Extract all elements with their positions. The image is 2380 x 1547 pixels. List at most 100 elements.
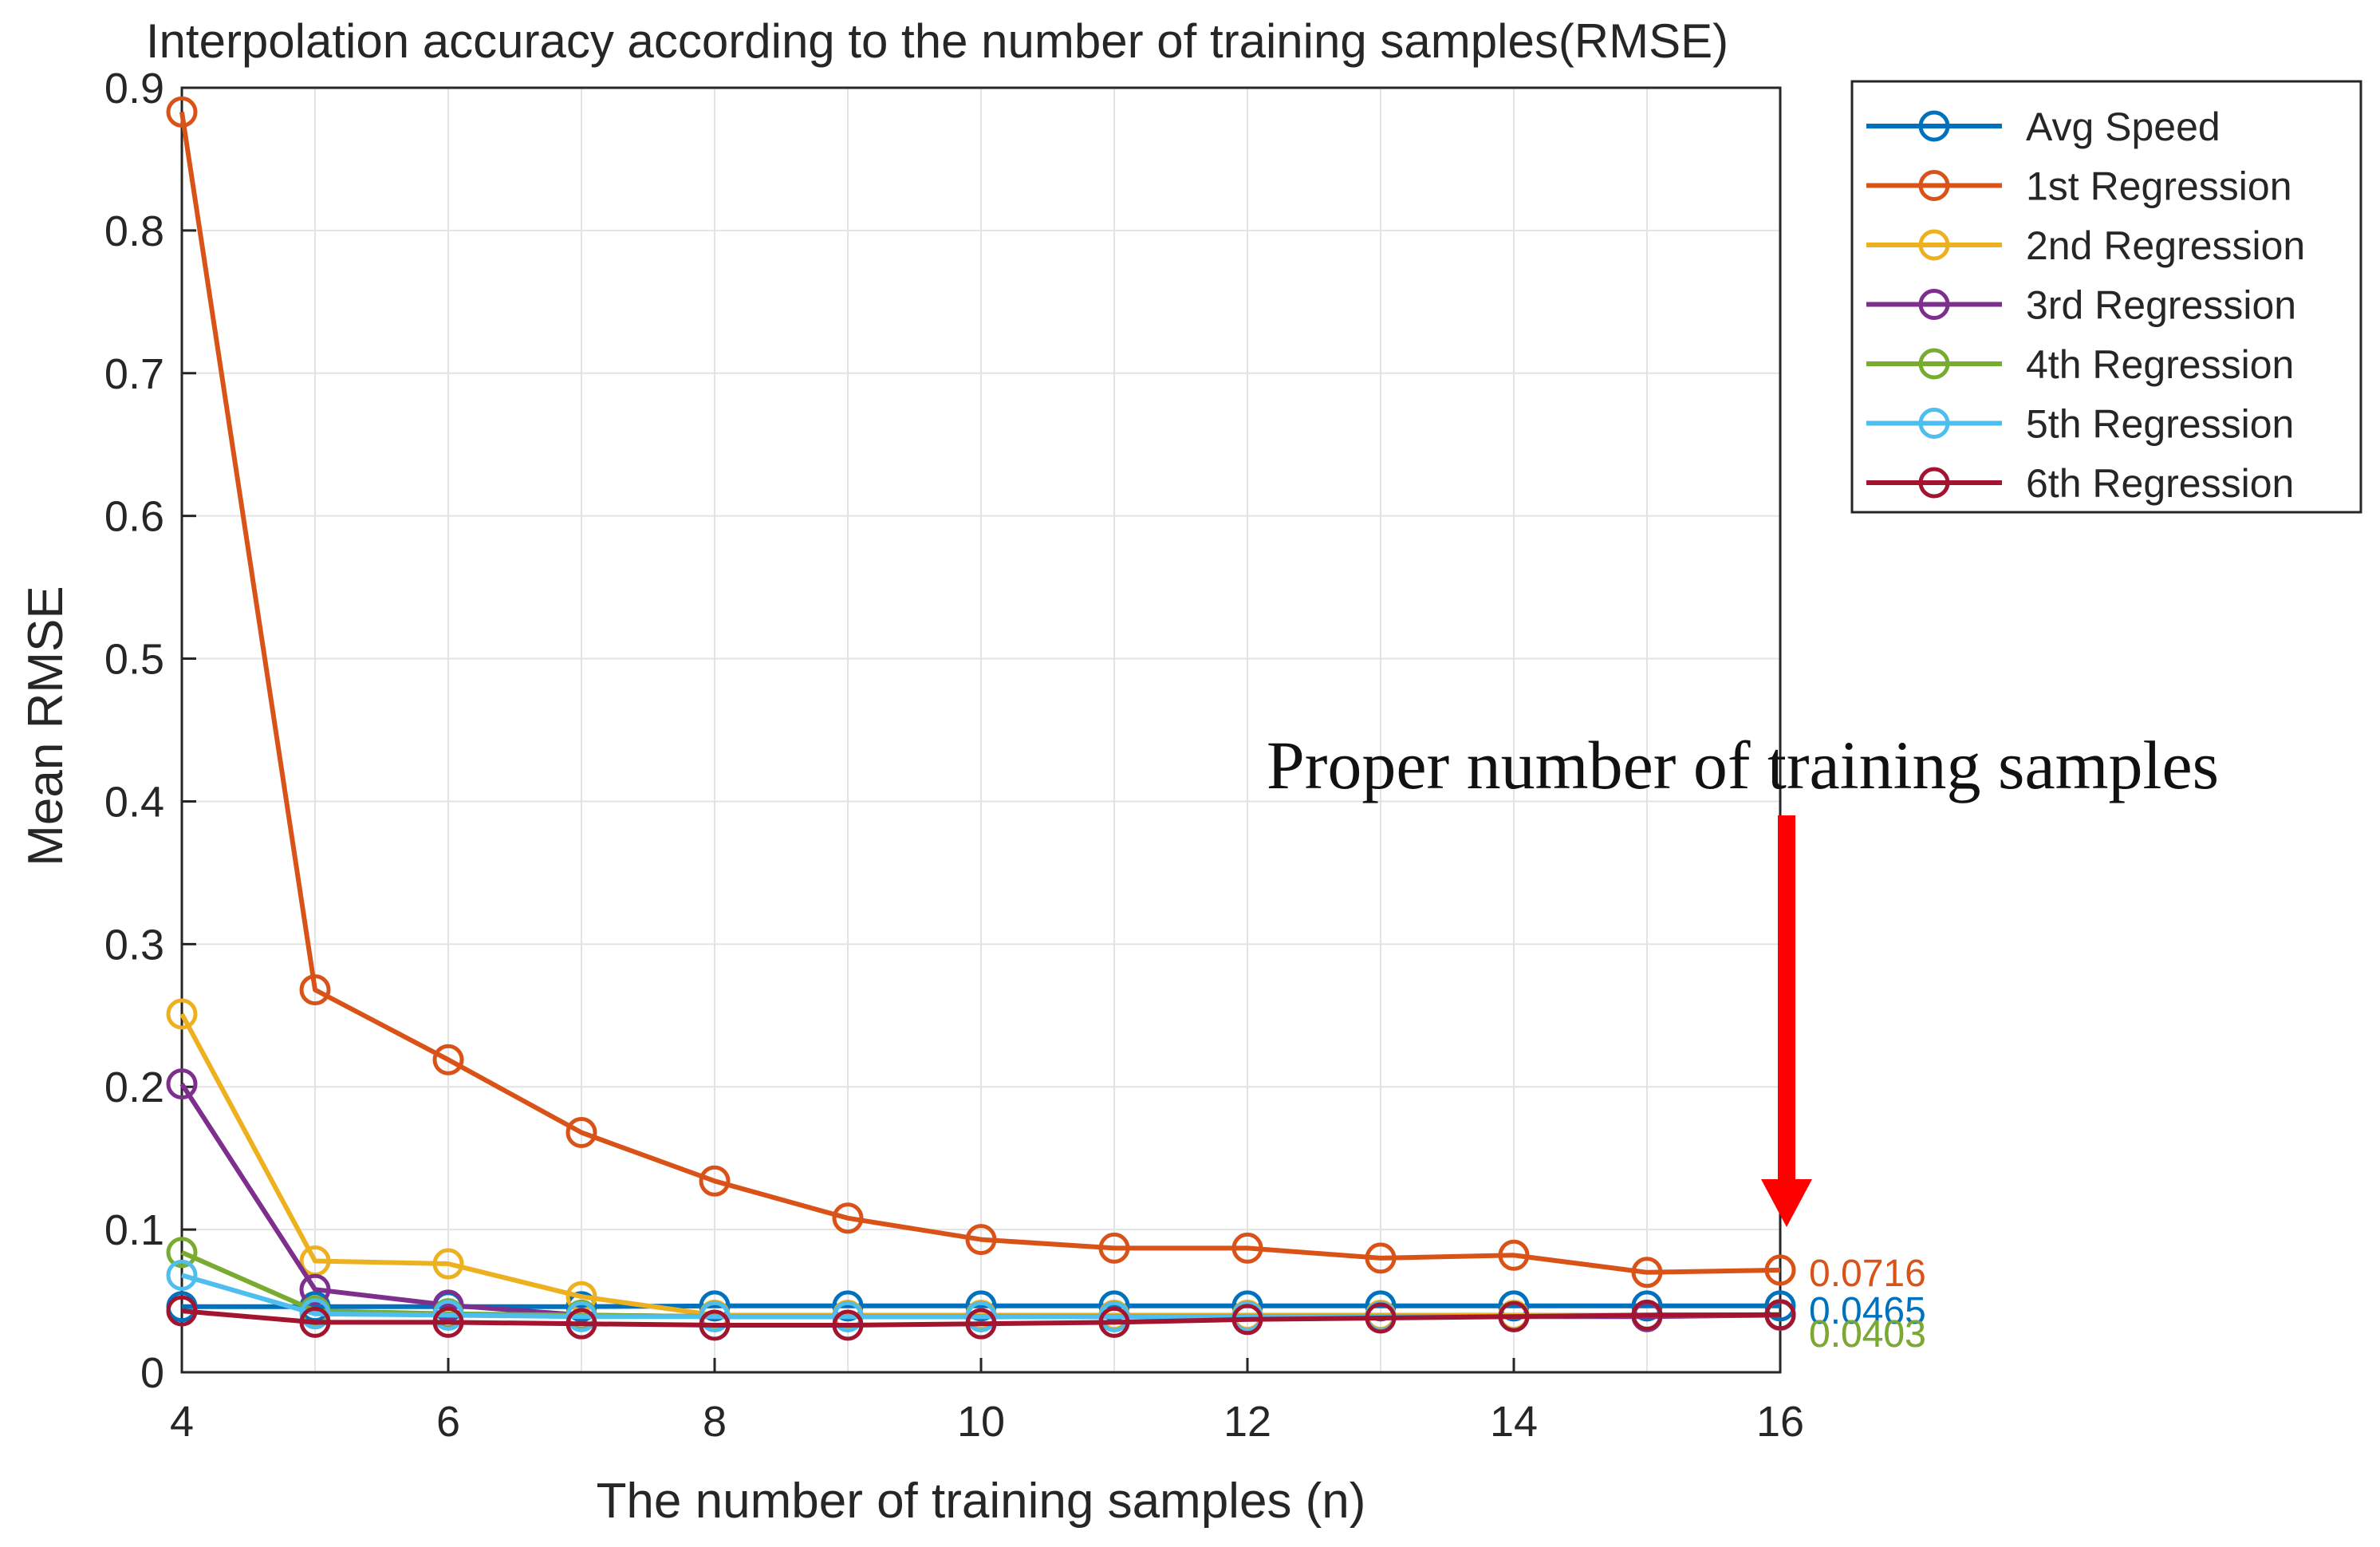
data-point	[565, 1291, 597, 1323]
data-point	[1764, 1299, 1796, 1331]
legend-item: Avg Speed	[1866, 105, 2220, 149]
annotation-arrow-shaft	[1778, 815, 1795, 1184]
y-tick-label: 0.5	[104, 636, 164, 684]
data-point	[832, 1309, 864, 1341]
x-tick-label: 4	[170, 1398, 194, 1446]
legend-label: 5th Regression	[2026, 402, 2294, 447]
data-point	[1365, 1302, 1397, 1334]
data-point	[166, 998, 198, 1030]
annotation-arrow-head	[1761, 1179, 1812, 1227]
y-tick-label: 0.3	[104, 921, 164, 969]
y-tick-label: 0.8	[104, 207, 164, 255]
data-point	[965, 1224, 997, 1256]
end-value-label: 0.0403	[1809, 1313, 1926, 1356]
data-point	[1231, 1232, 1263, 1264]
data-point	[965, 1308, 997, 1340]
data-point	[1631, 1290, 1663, 1322]
x-axis-label: The number of training samples (n)	[597, 1474, 1366, 1529]
data-point	[832, 1300, 864, 1332]
y-tick-label: 0.7	[104, 350, 164, 398]
data-point	[1631, 1257, 1663, 1289]
legend-label: 6th Regression	[2026, 461, 2294, 506]
data-point	[699, 1309, 731, 1341]
x-tick-label: 8	[703, 1398, 727, 1446]
legend-item: 1st Regression	[1866, 164, 2292, 209]
x-tick-label: 10	[957, 1398, 1005, 1446]
x-tick-label: 16	[1756, 1398, 1804, 1446]
data-point	[1098, 1232, 1130, 1264]
legend-marker	[1918, 289, 1950, 320]
data-point	[299, 1306, 331, 1338]
y-tick-label: 0.4	[104, 778, 164, 826]
series-1st-regression	[166, 96, 1796, 1289]
end-value-label: 0.0716	[1809, 1253, 1926, 1295]
data-point	[1098, 1290, 1130, 1322]
data-point	[1764, 1290, 1796, 1322]
data-point	[1498, 1290, 1530, 1322]
y-axis: 0 0.1 0.2 0.3 0.4 0.5 0.6 0.7 0.8 0.9	[104, 65, 196, 1397]
legend-item: 6th Regression	[1866, 461, 2294, 506]
annotation-text: Proper number of training samples	[1267, 727, 2219, 803]
data-point	[432, 1289, 464, 1321]
legend-item: 2nd Regression	[1866, 223, 2305, 268]
data-point	[166, 1068, 198, 1100]
y-tick-label: 0	[140, 1349, 164, 1397]
data-point	[299, 1273, 331, 1305]
data-point	[432, 1248, 464, 1280]
data-point	[1365, 1242, 1397, 1274]
x-tick-label: 6	[436, 1398, 460, 1446]
legend-label: Avg Speed	[2026, 105, 2220, 149]
legend: Avg Speed 1st Regression 2nd Regression 3rd…	[1850, 80, 2362, 514]
legend-label: 4th Regression	[2026, 342, 2294, 387]
data-point	[565, 1308, 597, 1340]
end-value-label: 0.0403	[1809, 1313, 1926, 1356]
annotation: Proper number of training samples	[1267, 727, 2219, 1227]
y-axis-label: Mean RMSE	[18, 586, 73, 866]
legend-item: 4th Regression	[1866, 342, 2294, 387]
data-point	[965, 1290, 997, 1322]
data-point	[1631, 1299, 1663, 1331]
x-tick-label: 14	[1490, 1398, 1538, 1446]
x-tick-label: 12	[1223, 1398, 1271, 1446]
legend-label: 1st Regression	[2026, 164, 2292, 209]
legend-box	[1850, 80, 2362, 514]
data-point	[1764, 1254, 1796, 1286]
series-line	[181, 1308, 1781, 1328]
data-point	[299, 974, 331, 1006]
data-point	[299, 1298, 331, 1330]
y-tick-label: 0.6	[104, 493, 164, 541]
chart-title: Interpolation accuracy according to the …	[146, 14, 1728, 68]
data-point	[166, 96, 198, 128]
end-value-label: 0.0465	[1809, 1290, 1926, 1332]
legend-marker	[1918, 170, 1950, 201]
data-point	[699, 1165, 731, 1197]
data-point	[1498, 1300, 1530, 1332]
data-point	[699, 1290, 731, 1322]
y-tick-label: 0.2	[104, 1064, 164, 1111]
legend-item: 5th Regression	[1866, 402, 2294, 447]
legend-item: 3rd Regression	[1866, 283, 2296, 328]
legend-marker	[1918, 408, 1950, 439]
data-point	[832, 1202, 864, 1234]
legend-marker	[1918, 110, 1950, 142]
data-point	[1498, 1239, 1530, 1271]
data-point	[166, 1295, 198, 1327]
data-point	[565, 1116, 597, 1148]
legend-marker	[1918, 348, 1950, 380]
y-tick-label: 0.9	[104, 65, 164, 112]
x-axis: 4 6 8 10 12 14 16	[170, 1358, 1804, 1446]
data-point	[166, 1237, 198, 1269]
data-point	[166, 1259, 198, 1291]
series-group	[166, 96, 1796, 1341]
legend-marker	[1918, 467, 1950, 499]
data-point	[432, 1306, 464, 1338]
data-point	[832, 1290, 864, 1322]
series-6th-regression	[166, 1295, 1796, 1341]
data-point	[432, 1044, 464, 1075]
legend-label: 3rd Regression	[2026, 283, 2296, 328]
data-point	[699, 1300, 731, 1332]
data-point	[1231, 1304, 1263, 1336]
series-line	[179, 111, 1781, 1275]
